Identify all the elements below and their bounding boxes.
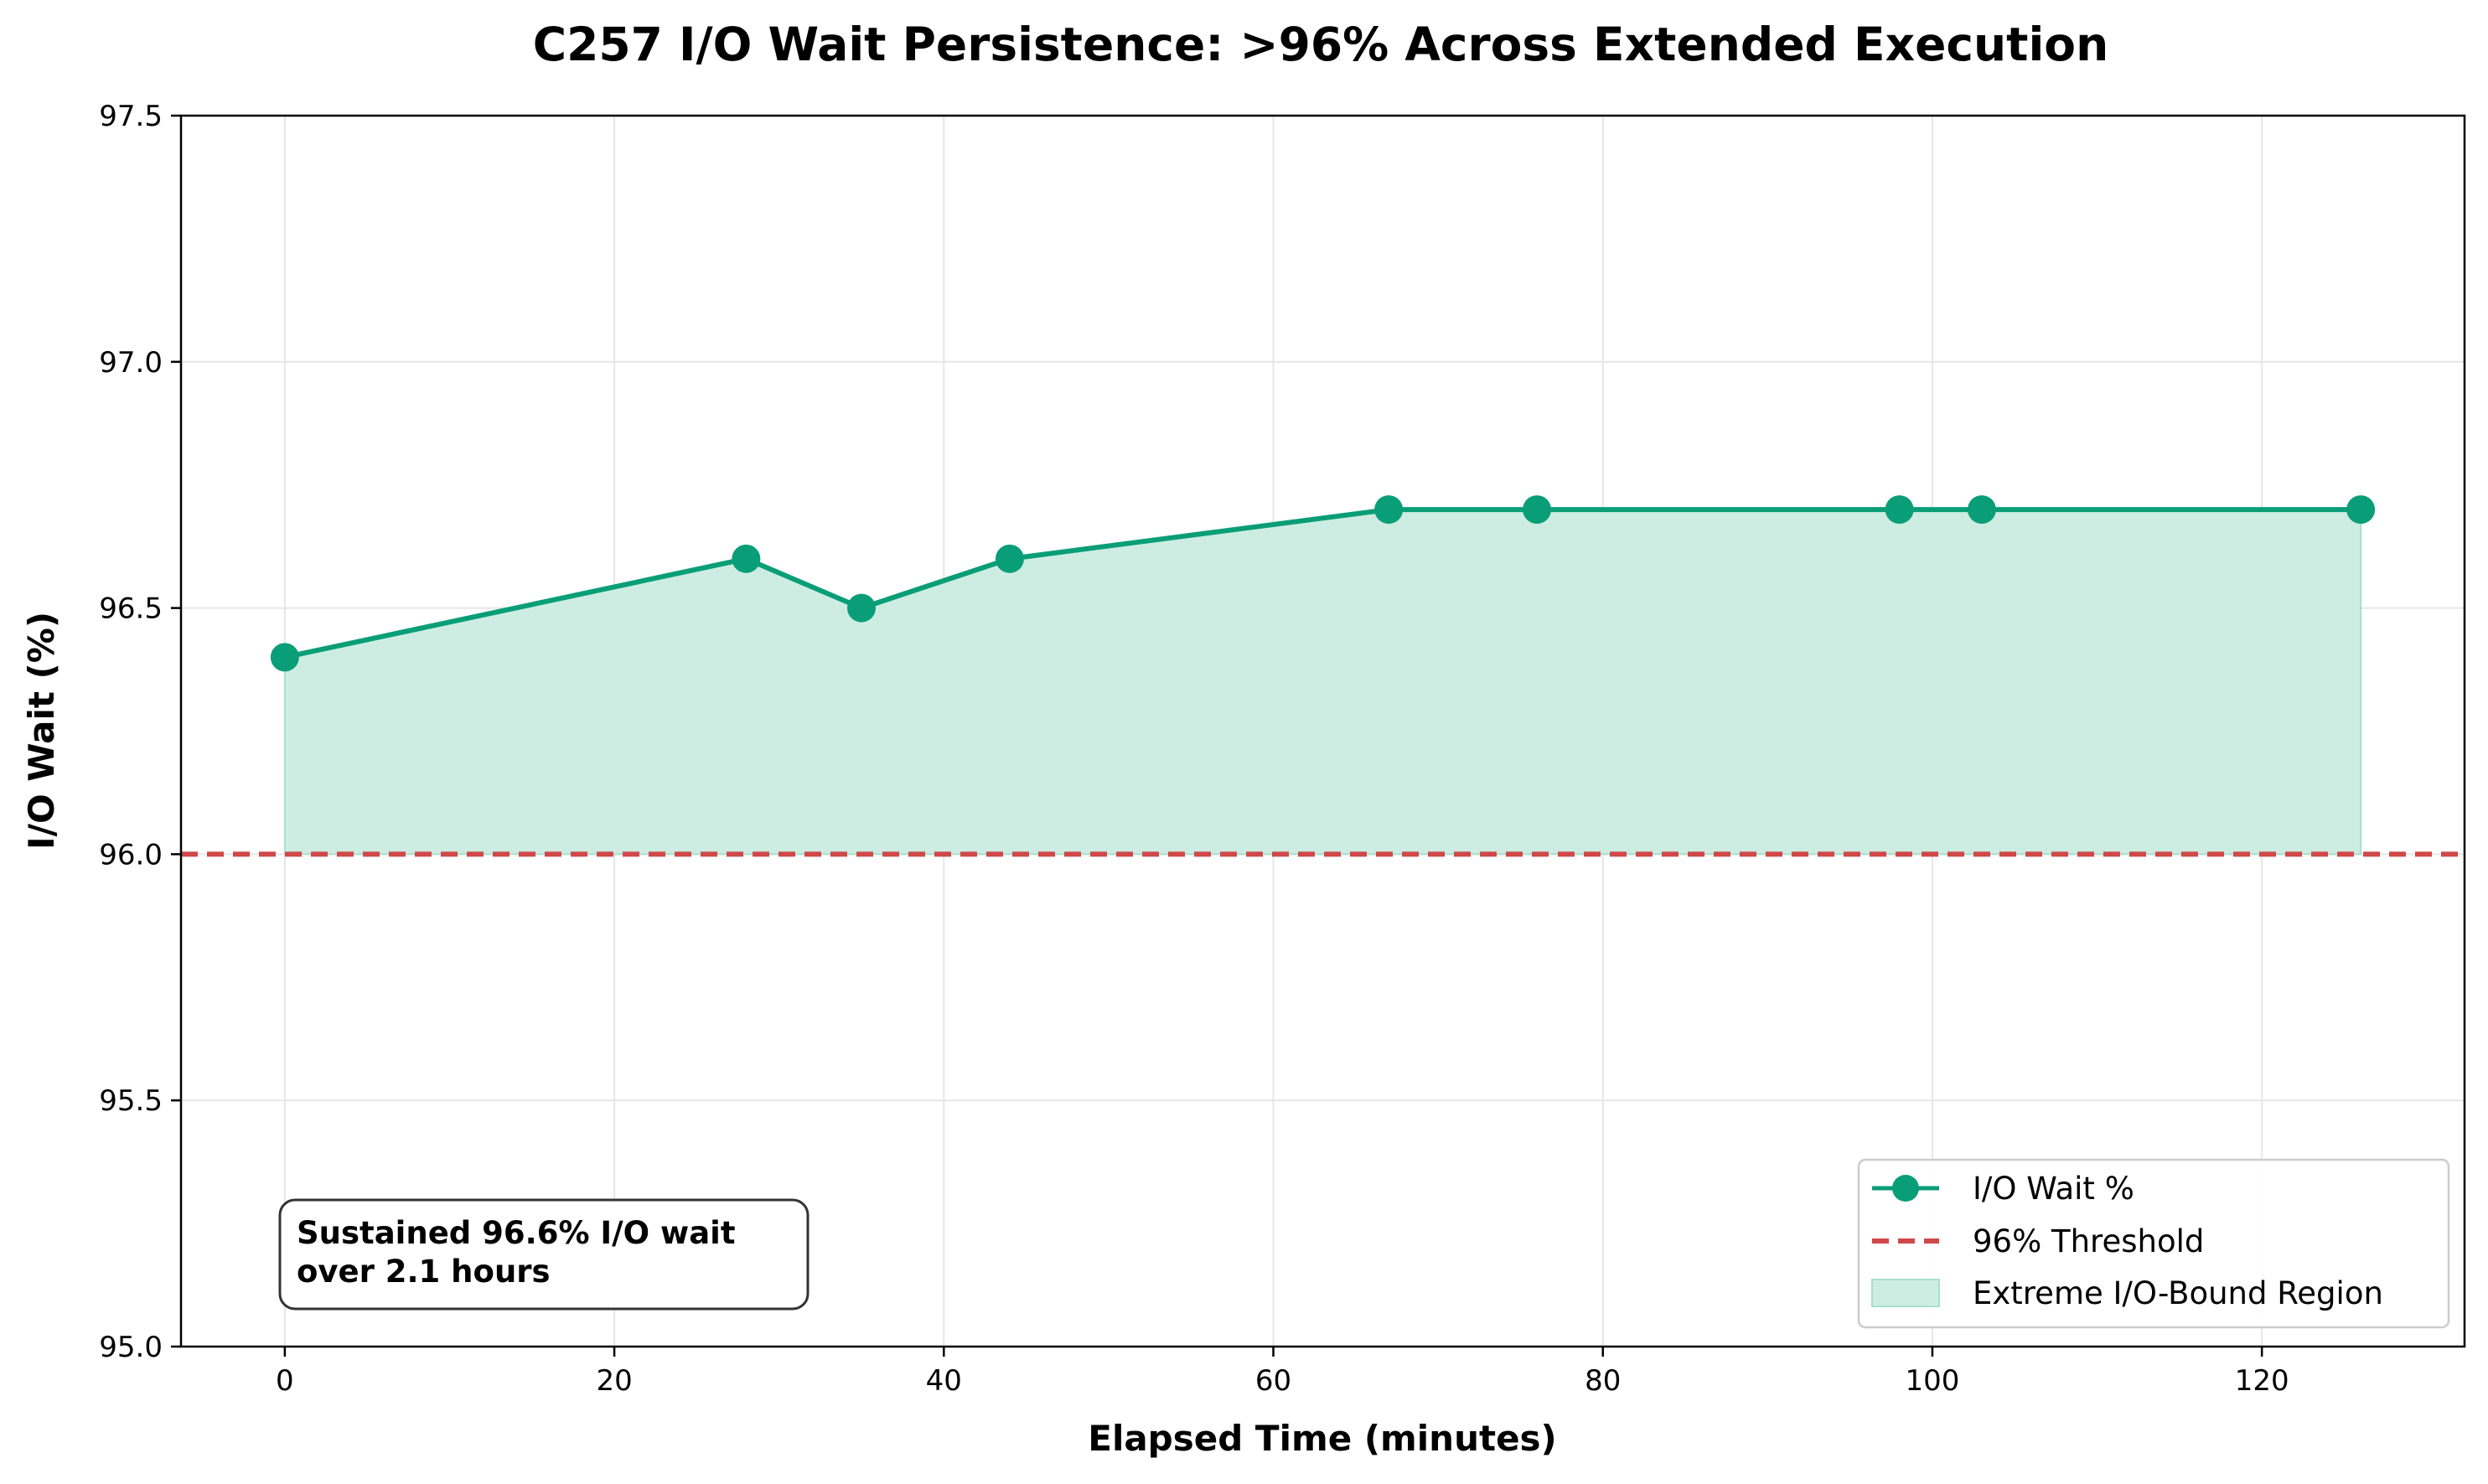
data-points xyxy=(270,495,2376,672)
x-tick-label-2: 40 xyxy=(926,1364,962,1398)
y-tick-label-0: 95.0 xyxy=(99,1331,163,1364)
annotation-line-2: over 2.1 hours xyxy=(297,1254,551,1290)
data-point-3 xyxy=(995,544,1024,573)
data-point-4 xyxy=(1374,495,1404,525)
y-tick-label-1: 95.5 xyxy=(99,1084,163,1118)
x-tick-label-1: 20 xyxy=(596,1364,632,1398)
data-point-0 xyxy=(270,643,299,672)
x-tick-label-3: 60 xyxy=(1255,1364,1291,1398)
x-tick-label-4: 80 xyxy=(1585,1364,1621,1398)
y-axis: 95.0 95.5 96.0 96.5 97.0 97.5 xyxy=(99,100,181,1364)
y-tick-label-5: 97.5 xyxy=(99,100,163,133)
legend-label-threshold: 96% Threshold xyxy=(1973,1223,2204,1259)
y-axis-title: I/O Wait (%) xyxy=(21,612,62,850)
annotation-box: Sustained 96.6% I/O wait over 2.1 hours xyxy=(278,1198,810,1311)
x-tick-label-6: 120 xyxy=(2235,1364,2289,1398)
data-point-5 xyxy=(1523,495,1552,525)
chart-title: C257 I/O Wait Persistence: >96% Across E… xyxy=(533,18,2109,71)
legend-entry-fill: Extreme I/O-Bound Region xyxy=(1871,1275,2383,1311)
x-tick-label-5: 100 xyxy=(1906,1364,1960,1398)
data-point-6 xyxy=(1885,495,1914,525)
data-point-1 xyxy=(732,544,761,573)
data-point-2 xyxy=(846,593,876,623)
data-point-8 xyxy=(2346,495,2376,525)
plot-frame xyxy=(179,114,2466,1348)
y-tick-label-2: 96.0 xyxy=(99,838,163,871)
data-point-7 xyxy=(1967,495,1996,525)
legend-label-series: I/O Wait % xyxy=(1973,1171,2134,1207)
x-axis: 0 20 40 60 80 100 120 xyxy=(276,1347,2289,1398)
y-tick-label-3: 96.5 xyxy=(99,592,163,626)
legend-label-fill: Extreme I/O-Bound Region xyxy=(1973,1275,2383,1311)
legend: I/O Wait % 96% Threshold Extreme I/O-Bou… xyxy=(1857,1158,2450,1329)
legend-entry-threshold: 96% Threshold xyxy=(1872,1223,2204,1259)
x-axis-title: Elapsed Time (minutes) xyxy=(1088,1418,1557,1459)
y-tick-label-4: 97.0 xyxy=(99,346,163,380)
x-tick-label-0: 0 xyxy=(276,1364,294,1398)
legend-entry-series: I/O Wait % xyxy=(1872,1171,2134,1207)
annotation-line-1: Sustained 96.6% I/O wait xyxy=(297,1215,736,1251)
